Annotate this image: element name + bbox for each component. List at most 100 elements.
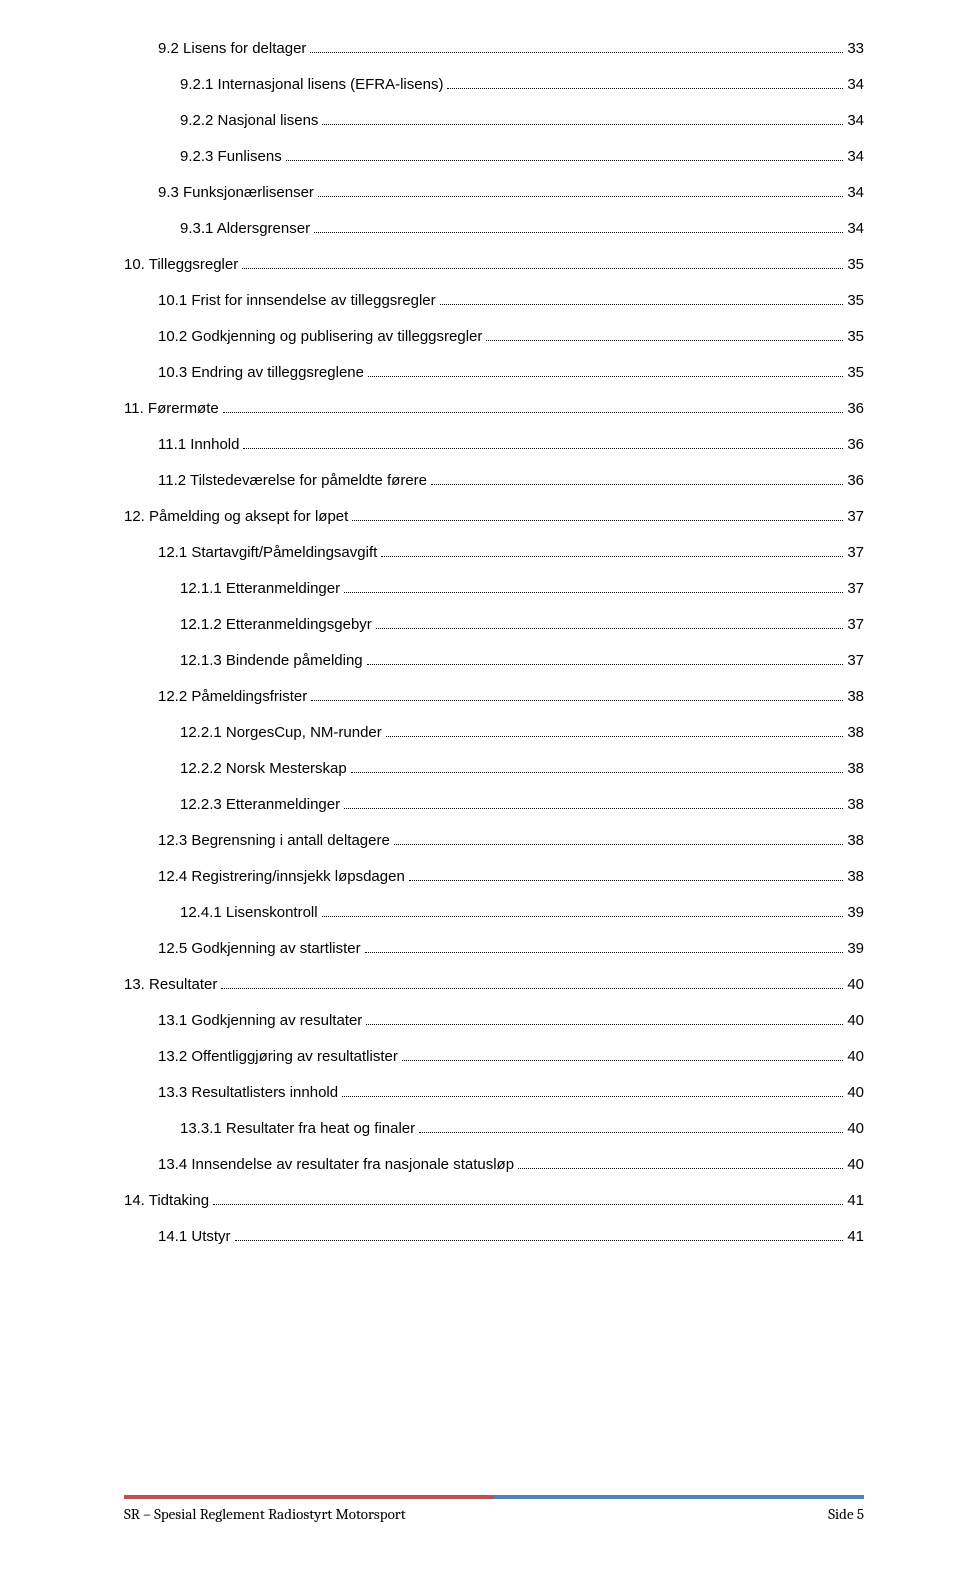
- toc-entry: 12.2.2 Norsk Mesterskap38: [180, 760, 864, 778]
- toc-label: 9.2.2 Nasjonal lisens: [180, 112, 318, 130]
- toc-entry: 9.3 Funksjonærlisenser 34: [158, 184, 864, 202]
- toc-entry: 12.2.3 Etteranmeldinger38: [180, 796, 864, 814]
- toc-entry: 11.2 Tilstedeværelse for påmeldte førere…: [158, 472, 864, 490]
- toc-leader: [376, 628, 844, 629]
- toc-page-number: 41: [847, 1192, 864, 1210]
- toc-entry: 9.2.2 Nasjonal lisens34: [180, 112, 864, 130]
- toc-label: 9.3 Funksjonærlisenser: [158, 184, 314, 202]
- toc-leader: [381, 556, 843, 557]
- toc-label: 10.2 Godkjenning og publisering av tille…: [158, 328, 482, 346]
- toc-label: 10.3 Endring av tilleggsreglene: [158, 364, 364, 382]
- toc-page-number: 34: [847, 76, 864, 94]
- toc-label: 9.3.1 Aldersgrenser: [180, 220, 310, 238]
- toc-label: 12.1.3 Bindende påmelding: [180, 652, 363, 670]
- toc-label: 12.2 Påmeldingsfrister: [158, 688, 307, 706]
- toc-page-number: 38: [847, 868, 864, 886]
- toc-leader: [518, 1168, 843, 1169]
- toc-page-number: 38: [847, 760, 864, 778]
- toc-leader: [318, 196, 843, 197]
- toc-label: 9.2 Lisens for deltager: [158, 40, 306, 58]
- toc-leader: [235, 1240, 844, 1241]
- toc-entry: 12.1 Startavgift/Påmeldingsavgift 37: [158, 544, 864, 562]
- toc-leader: [213, 1204, 843, 1205]
- toc-label: 14. Tidtaking: [124, 1192, 209, 1210]
- toc-leader: [342, 1096, 843, 1097]
- toc-page-number: 40: [847, 1048, 864, 1066]
- toc-leader: [223, 412, 844, 413]
- toc-page-number: 38: [847, 724, 864, 742]
- footer-divider: [124, 1495, 864, 1499]
- toc-leader: [447, 88, 843, 89]
- toc-entry: 12.5 Godkjenning av startlister39: [158, 940, 864, 958]
- toc-page-number: 34: [847, 184, 864, 202]
- toc-leader: [242, 268, 843, 269]
- toc-entry: 13.2 Offentliggjøring av resultatlister4…: [158, 1048, 864, 1066]
- toc-label: 12.4.1 Lisenskontroll: [180, 904, 318, 922]
- toc-entry: 12.2 Påmeldingsfrister 38: [158, 688, 864, 706]
- toc-page-number: 35: [847, 292, 864, 310]
- toc-label: 12.5 Godkjenning av startlister: [158, 940, 361, 958]
- toc-entry: 13.3.1 Resultater fra heat og finaler 40: [180, 1120, 864, 1138]
- toc-leader: [440, 304, 844, 305]
- toc-entry: 12.2.1 NorgesCup, NM-runder 38: [180, 724, 864, 742]
- toc-entry: 12.1.3 Bindende påmelding 37: [180, 652, 864, 670]
- toc-leader: [310, 52, 843, 53]
- toc-leader: [351, 772, 844, 773]
- toc-leader: [368, 376, 843, 377]
- toc-page-number: 33: [847, 40, 864, 58]
- toc-container: 9.2 Lisens for deltager339.2.1 Internasj…: [0, 0, 960, 1246]
- toc-entry: 12.1.1 Etteranmeldinger37: [180, 580, 864, 598]
- toc-entry: 10. Tilleggsregler35: [124, 256, 864, 274]
- toc-page-number: 37: [847, 652, 864, 670]
- toc-label: 12.1 Startavgift/Påmeldingsavgift: [158, 544, 377, 562]
- toc-entry: 12.1.2 Etteranmeldingsgebyr37: [180, 616, 864, 634]
- toc-entry: 12.3 Begrensning i antall deltagere 38: [158, 832, 864, 850]
- toc-leader: [243, 448, 843, 449]
- toc-page-number: 40: [847, 1156, 864, 1174]
- footer-bar-red: [124, 1495, 494, 1499]
- toc-entry: 13.1 Godkjenning av resultater 40: [158, 1012, 864, 1030]
- toc-page-number: 39: [847, 904, 864, 922]
- toc-page-number: 40: [847, 1012, 864, 1030]
- toc-leader: [409, 880, 844, 881]
- toc-page-number: 37: [847, 508, 864, 526]
- toc-page-number: 37: [847, 616, 864, 634]
- toc-label: 9.2.3 Funlisens: [180, 148, 282, 166]
- toc-entry: 9.2.3 Funlisens 34: [180, 148, 864, 166]
- toc-leader: [386, 736, 844, 737]
- toc-page-number: 38: [847, 832, 864, 850]
- toc-leader: [322, 916, 844, 917]
- toc-leader: [367, 664, 844, 665]
- toc-page-number: 40: [847, 1120, 864, 1138]
- toc-entry: 10.3 Endring av tilleggsreglene35: [158, 364, 864, 382]
- toc-entry: 10.1 Frist for innsendelse av tilleggsre…: [158, 292, 864, 310]
- toc-entry: 9.2 Lisens for deltager 33: [158, 40, 864, 58]
- toc-page-number: 36: [847, 400, 864, 418]
- toc-label: 14.1 Utstyr: [158, 1228, 231, 1246]
- toc-page-number: 38: [847, 688, 864, 706]
- toc-leader: [365, 952, 844, 953]
- toc-label: 10. Tilleggsregler: [124, 256, 238, 274]
- toc-label: 13.3.1 Resultater fra heat og finaler: [180, 1120, 415, 1138]
- toc-leader: [221, 988, 843, 989]
- toc-label: 13.1 Godkjenning av resultater: [158, 1012, 362, 1030]
- toc-label: 13.3 Resultatlisters innhold: [158, 1084, 338, 1102]
- toc-leader: [344, 592, 843, 593]
- toc-entry: 10.2 Godkjenning og publisering av tille…: [158, 328, 864, 346]
- toc-label: 12.3 Begrensning i antall deltagere: [158, 832, 390, 850]
- toc-label: 12.2.1 NorgesCup, NM-runder: [180, 724, 382, 742]
- toc-leader: [314, 232, 843, 233]
- toc-leader: [352, 520, 843, 521]
- toc-entry: 14.1 Utstyr41: [158, 1228, 864, 1246]
- footer-bar-blue: [494, 1495, 864, 1499]
- toc-page-number: 34: [847, 148, 864, 166]
- footer-text: SR – Spesial Reglement Radiostyrt Motors…: [124, 1505, 864, 1523]
- toc-leader: [402, 1060, 843, 1061]
- toc-page-number: 37: [847, 544, 864, 562]
- toc-label: 11.2 Tilstedeværelse for påmeldte førere: [158, 472, 427, 490]
- toc-label: 12. Påmelding og aksept for løpet: [124, 508, 348, 526]
- toc-label: 12.4 Registrering/innsjekk løpsdagen: [158, 868, 405, 886]
- toc-leader: [394, 844, 843, 845]
- footer-right: Side 5: [828, 1505, 864, 1523]
- toc-label: 11. Førermøte: [124, 400, 219, 418]
